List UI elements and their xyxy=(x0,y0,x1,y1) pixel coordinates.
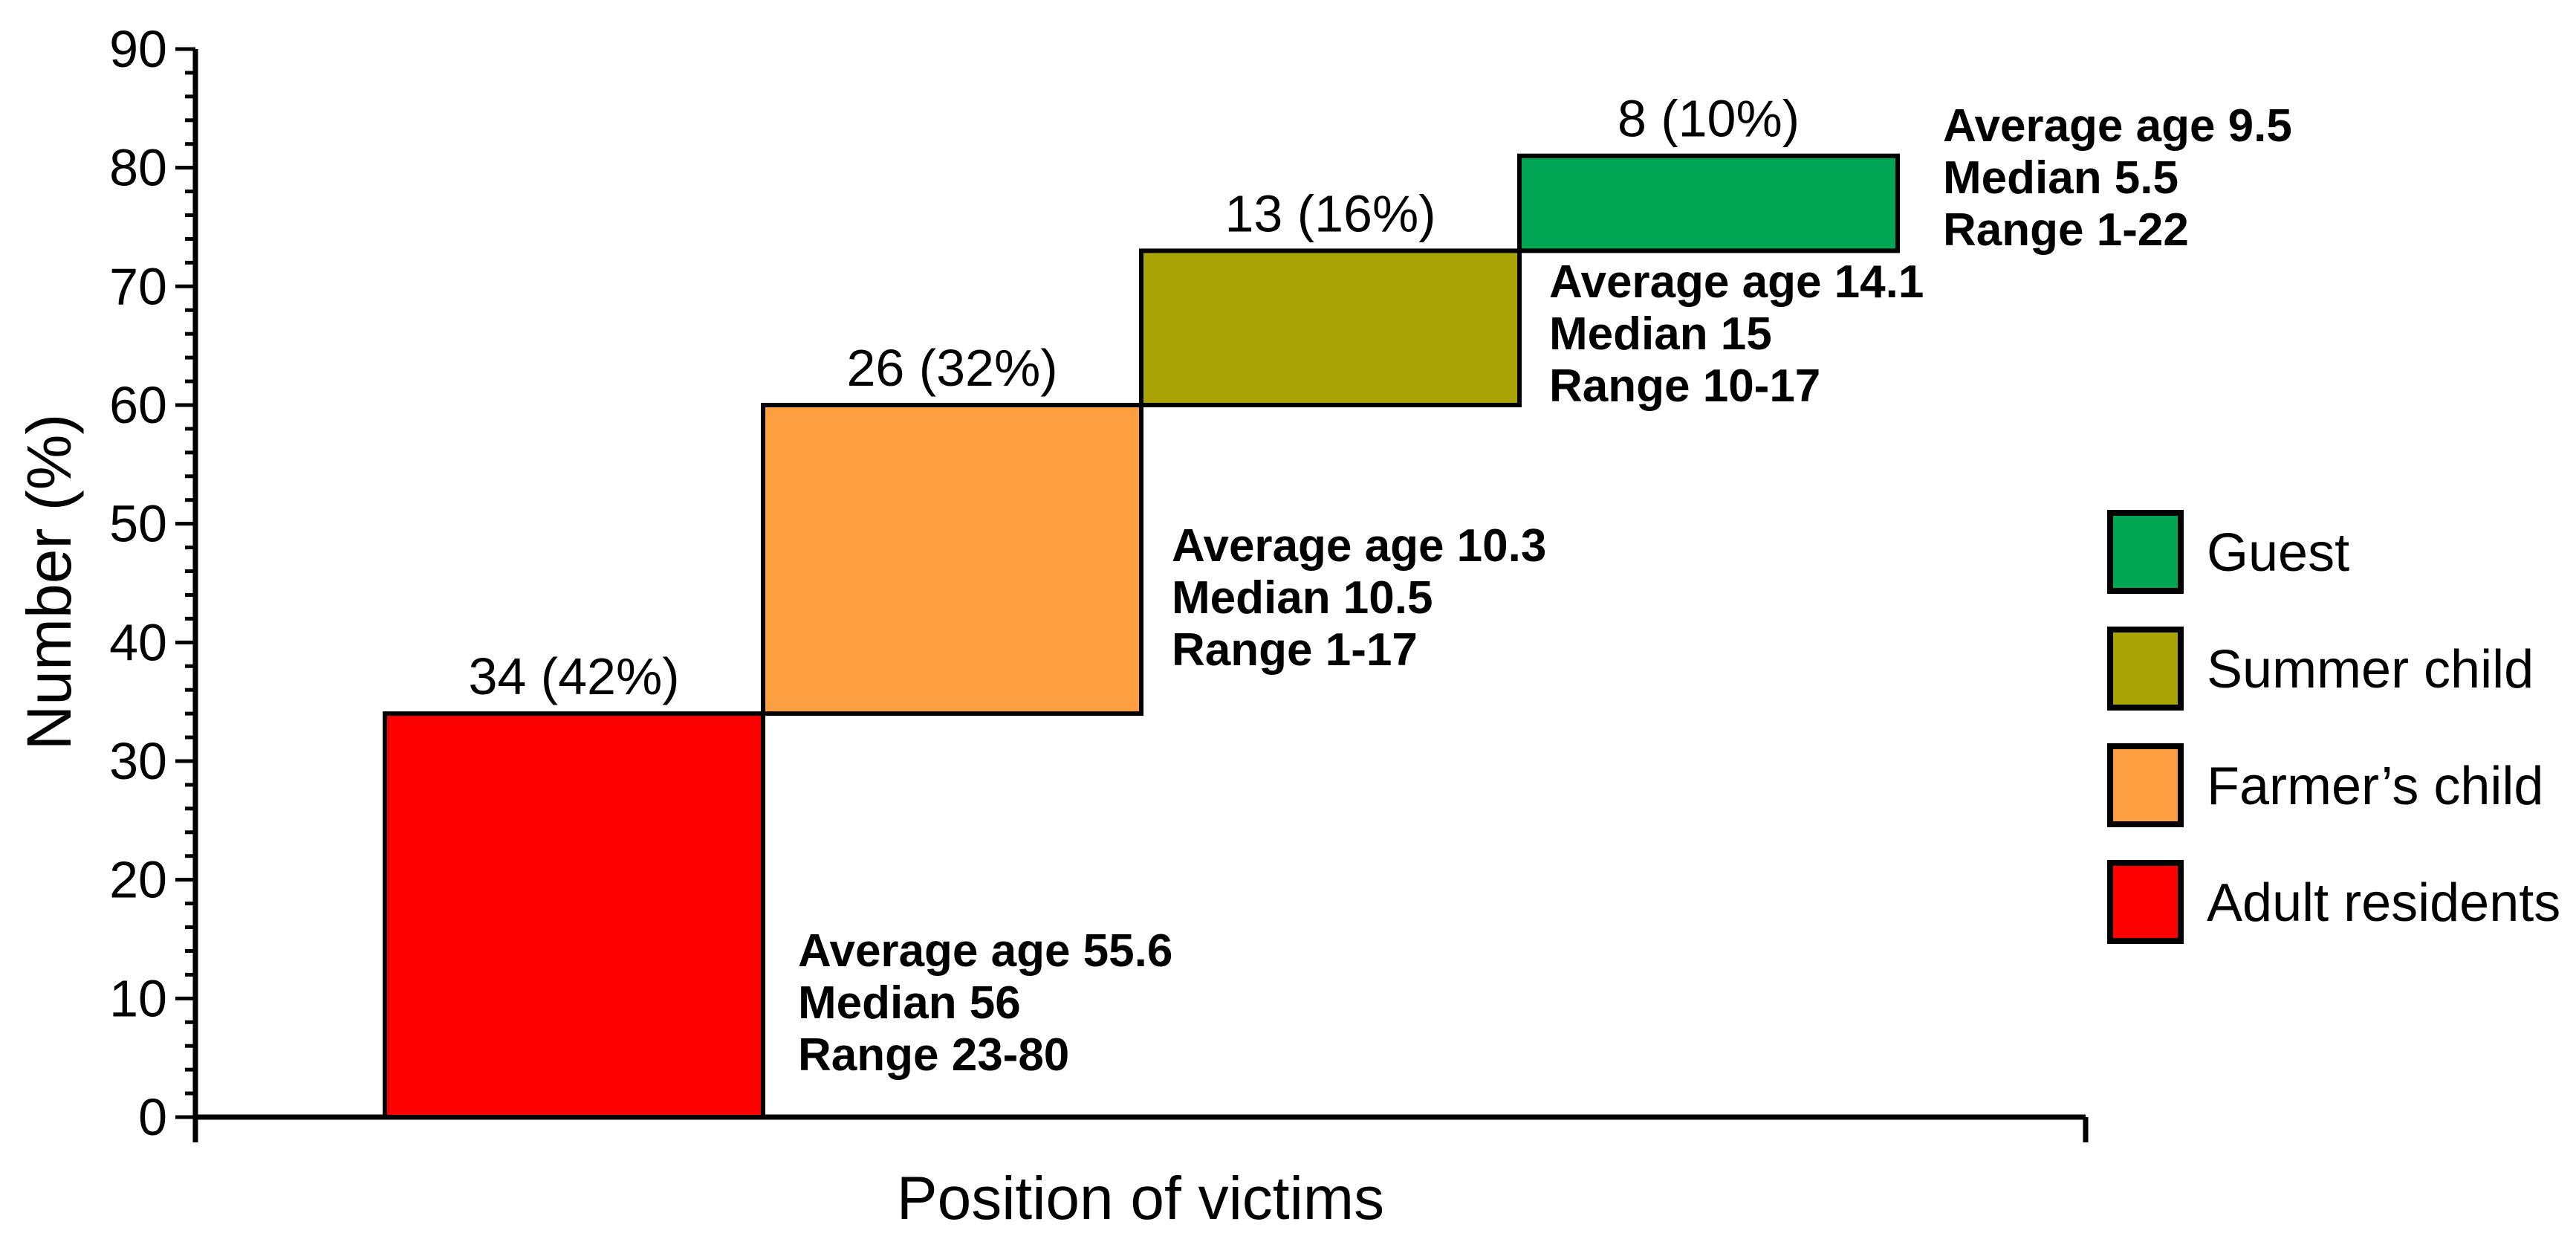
x-axis-title: Position of victims xyxy=(897,1165,1384,1232)
bar-farmer-s-child xyxy=(761,402,1143,716)
y-axis-title: Number (%) xyxy=(14,414,84,751)
bar-stats-line: Median 5.5 xyxy=(1943,152,2178,204)
legend-layer: Guest Summer child Farmer’s child Adult res… xyxy=(2107,510,2560,944)
y-tick-label: 30 xyxy=(109,732,167,790)
bar-stats-line: Range 1-17 xyxy=(1172,624,1418,676)
y-tick-label: 40 xyxy=(109,613,167,671)
bar-stats-line: Range 1-22 xyxy=(1943,204,2189,256)
legend-label: Summer child xyxy=(2207,640,2534,699)
legend-swatch-summer-child xyxy=(2107,627,2184,711)
bar-stats-line: Average age 9.5 xyxy=(1943,100,2292,152)
bar-stats-line: Average age 14.1 xyxy=(1549,256,1924,308)
y-tick-label: 80 xyxy=(109,139,167,197)
bar-stats-line: Range 23-80 xyxy=(798,1029,1069,1081)
legend-label: Farmer’s child xyxy=(2207,757,2543,816)
bar-adult-residents xyxy=(383,711,765,1119)
bar-stats-line: Median 15 xyxy=(1549,308,1772,360)
bars-layer xyxy=(383,153,1900,1119)
bar-count-label: 13 (16%) xyxy=(1224,184,1435,242)
y-tick-label: 50 xyxy=(109,495,167,553)
y-tick-label: 10 xyxy=(109,969,167,1027)
bar-count-label: 26 (32%) xyxy=(846,339,1057,397)
bar-summer-child xyxy=(1139,248,1522,407)
legend-label: Adult residents xyxy=(2207,873,2560,933)
y-tick-label: 20 xyxy=(109,851,167,909)
legend-swatch-guest xyxy=(2107,510,2184,594)
bar-stats-line: Median 56 xyxy=(798,977,1021,1029)
y-tick-label: 70 xyxy=(109,257,167,315)
bar-count-label: 8 (10%) xyxy=(1618,90,1800,148)
y-tick-label: 90 xyxy=(109,20,167,78)
bar-stats-line: Average age 10.3 xyxy=(1172,520,1546,572)
bar-guest xyxy=(1517,153,1900,253)
y-tick-label: 60 xyxy=(109,376,167,434)
bar-stats-line: Average age 55.6 xyxy=(798,925,1172,977)
legend-swatch-adult-residents xyxy=(2107,860,2184,944)
bar-count-label: 34 (42%) xyxy=(468,647,679,705)
y-tick-label: 0 xyxy=(138,1088,167,1146)
legend-label: Guest xyxy=(2207,523,2349,583)
bar-stats-line: Range 10-17 xyxy=(1549,360,1820,412)
bar-stats-line: Median 10.5 xyxy=(1172,572,1433,624)
legend-swatch-farmer-s-child xyxy=(2107,743,2184,827)
